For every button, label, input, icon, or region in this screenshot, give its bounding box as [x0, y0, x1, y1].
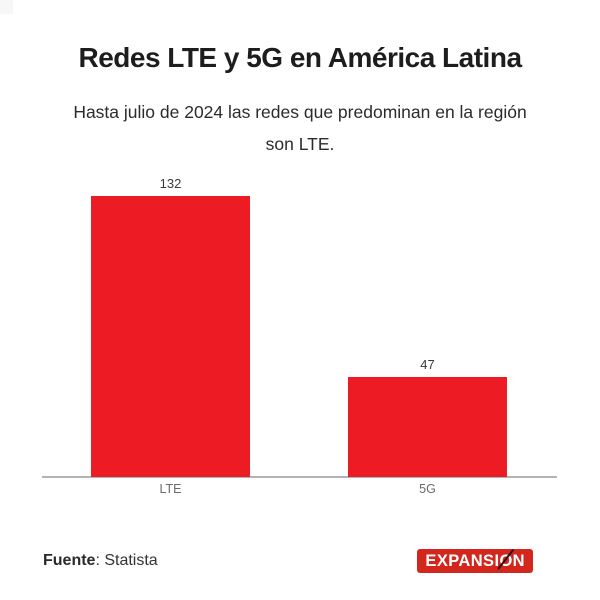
bar-lte: [91, 196, 250, 477]
subtitle-line-2: son LTE.: [265, 134, 335, 154]
value-label-5g: 47: [420, 357, 435, 372]
logo-letter-o: O: [497, 549, 515, 571]
category-label-lte: LTE: [159, 482, 182, 496]
logo-text-prefix: EXPANSI: [425, 551, 500, 570]
source-text: Fuente: Statista: [43, 551, 158, 571]
value-label-lte: 132: [159, 176, 182, 191]
subtitle-line-1: Hasta julio de 2024 las redes que predom…: [73, 102, 527, 122]
category-label-5g: 5G: [419, 482, 436, 496]
x-axis-line: [42, 476, 557, 478]
bar-5g: [348, 377, 507, 477]
logo-text-suffix: N: [512, 551, 525, 570]
chart-title: Redes LTE y 5G en América Latina: [78, 42, 522, 73]
expansion-logo: EXPANSION: [417, 549, 533, 573]
source-value: : Statista: [95, 552, 158, 569]
corner-square-artifact: [0, 0, 13, 14]
chart-subtitle: Hasta julio de 2024 las redes que predom…: [0, 96, 600, 160]
source-label: Fuente: [43, 552, 96, 569]
